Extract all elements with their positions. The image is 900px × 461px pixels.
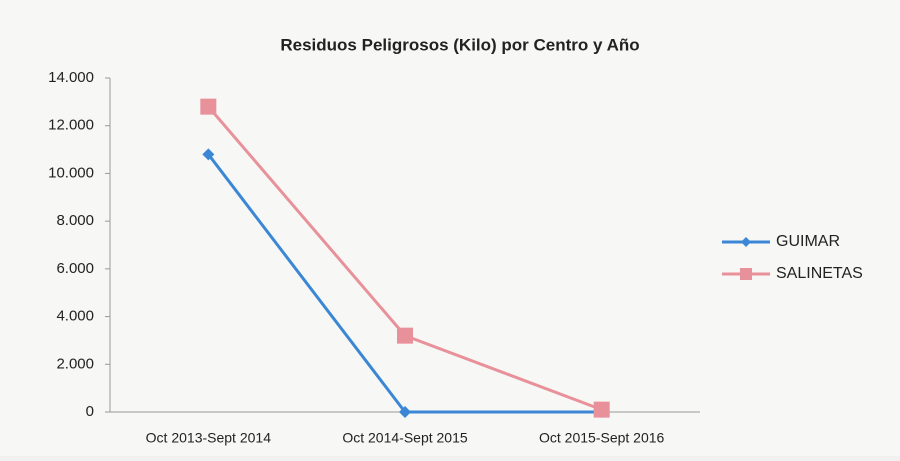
y-tick-label: 8.000 [56, 212, 94, 229]
point-marker [397, 327, 413, 344]
y-tick-label: 2.000 [56, 355, 94, 372]
y-tick-label: 14.000 [48, 69, 94, 86]
y-tick-label: 4.000 [56, 308, 94, 325]
point-marker [200, 98, 217, 115]
x-tick-label: Oct 2015-Sept 2016 [539, 430, 665, 446]
point-marker [202, 148, 215, 161]
y-tick-label: 10.000 [48, 164, 94, 181]
y-tick-label: 6.000 [56, 260, 94, 277]
x-tick-label: Oct 2014-Sept 2015 [342, 430, 468, 446]
x-tick-label: Oct 2013-Sept 2014 [146, 430, 272, 446]
point-marker [399, 406, 411, 418]
legend-label: SALINETAS [776, 265, 863, 282]
chart-title: Residuos Peligrosos (Kilo) por Centro y … [280, 35, 639, 54]
y-tick-label: 12.000 [48, 117, 94, 134]
legend-marker [741, 237, 751, 247]
legend-marker [740, 268, 752, 280]
legend-label: GUIMAR [776, 233, 840, 250]
y-tick-label: 0 [86, 403, 94, 420]
point-marker [593, 401, 610, 418]
